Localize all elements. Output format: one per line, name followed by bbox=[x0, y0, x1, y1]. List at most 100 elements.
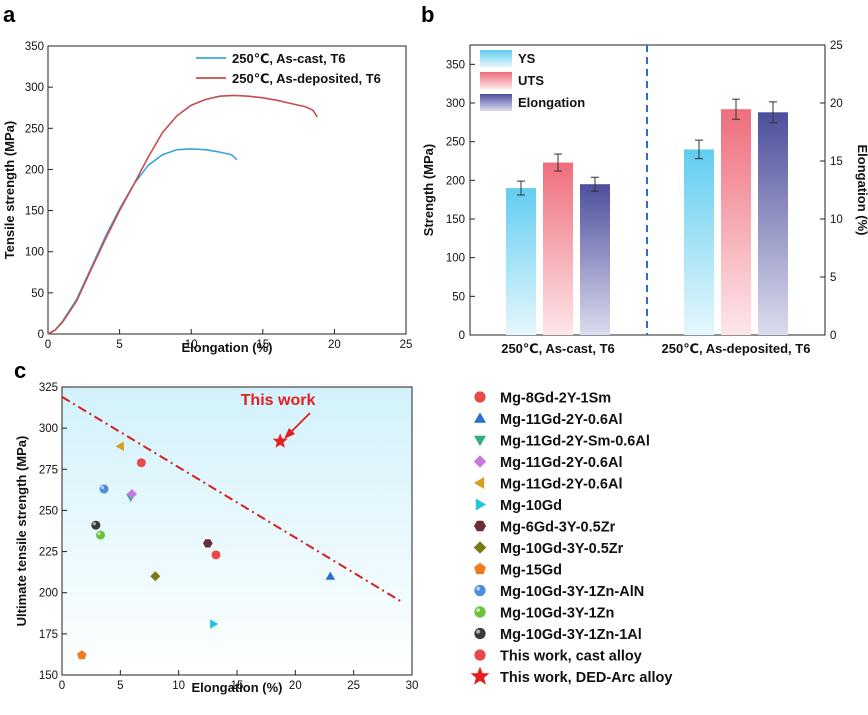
panel-c-xtick-label: 15 bbox=[231, 680, 244, 692]
panel-c-point-11-highlight bbox=[92, 522, 96, 526]
panel-b-ytick-label: 100 bbox=[446, 253, 465, 265]
panel-b-y2tick-label: 25 bbox=[830, 40, 843, 52]
panel-c-point-12 bbox=[211, 550, 221, 560]
panel-c-legend-marker-9-highlight bbox=[476, 586, 481, 591]
panel-b-legend-label-0: YS bbox=[518, 51, 536, 66]
panel-c-annotation-arrow-head bbox=[284, 428, 295, 439]
panel-b-category-label-0: 250℃, As-cast, T6 bbox=[501, 341, 615, 356]
panel-c-point-0 bbox=[136, 458, 146, 468]
panel-b-ytick-label: 0 bbox=[459, 330, 465, 342]
panel-c-legend-label-10: Mg-10Gd-3Y-1Zn bbox=[500, 606, 614, 622]
panel-c-legend-label-11: Mg-10Gd-3Y-1Zn-1Al bbox=[500, 627, 642, 643]
panel-c-legend-marker-12 bbox=[474, 649, 486, 661]
panel-a-ytick-label: 50 bbox=[31, 288, 44, 300]
panel-a-ytick-label: 100 bbox=[25, 247, 44, 259]
panel-c-point-1 bbox=[325, 571, 336, 580]
panel-a-ytick-label: 150 bbox=[25, 206, 44, 218]
panel-c-ytick-label: 175 bbox=[39, 629, 58, 641]
panel-b-category-label-1: 250℃, As-deposited, T6 bbox=[662, 341, 811, 356]
panel-c-point-13 bbox=[272, 433, 288, 448]
panel-c-ytick-label: 200 bbox=[39, 588, 58, 600]
panel-b-y2label: Elongation (%) bbox=[855, 145, 868, 236]
panel-c-xtick-label: 5 bbox=[117, 680, 123, 692]
panel-c-legend-marker-0 bbox=[474, 391, 486, 403]
panel-c-legend-marker-13 bbox=[470, 666, 490, 685]
panel-c-xtick-label: 20 bbox=[289, 680, 302, 692]
panel-c-legend-marker-5 bbox=[475, 498, 487, 511]
panel-c-point-9-highlight bbox=[100, 485, 105, 490]
panel-a-ytick-label: 300 bbox=[25, 82, 44, 94]
panel-c-xtick-label: 25 bbox=[347, 680, 360, 692]
panel-c-legend-label-3: Mg-11Gd-2Y-0.6Al bbox=[500, 455, 622, 471]
panel-c-frame bbox=[61, 386, 413, 676]
panel-c-legend-marker-3 bbox=[473, 455, 487, 468]
panel-c-point-5 bbox=[210, 619, 219, 629]
panel-a-xtick-label: 25 bbox=[400, 339, 413, 351]
panel-b-bar-chart: Strength (MPa) Elongation (%) 0501001502… bbox=[421, 40, 868, 356]
panel-a-legend-label-0: 250℃, As-cast, T6 bbox=[232, 51, 346, 66]
panel-a-xtick-label: 15 bbox=[256, 339, 269, 351]
panel-c-legend-label-13: This work, DED-Arc alloy bbox=[500, 670, 672, 686]
panel-c-ylabel: Ultimate tensile strength (MPa) bbox=[14, 436, 29, 627]
panel-a-series-line-0 bbox=[47, 148, 238, 335]
panel-c-annotation-text: This work bbox=[241, 392, 316, 409]
panel-a-xlabel: Elongation (%) bbox=[182, 340, 273, 355]
panel-c-legend-marker-11-highlight bbox=[476, 629, 481, 634]
panel-b-ylabel: Strength (MPa) bbox=[421, 144, 436, 236]
panel-c-xtick-label: 10 bbox=[172, 680, 185, 692]
panel-c-legend: Mg-8Gd-2Y-1Sm Mg-11Gd-2Y-0.6Al Mg-11Gd-2Y-… bbox=[470, 391, 672, 686]
panel-c-legend-label-7: Mg-10Gd-3Y-0.5Zr bbox=[500, 541, 624, 557]
panel-a-ytick-label: 250 bbox=[25, 123, 44, 135]
panel-c-legend-marker-10-highlight bbox=[476, 608, 481, 613]
panel-c-legend-label-5: Mg-10Gd bbox=[500, 498, 562, 514]
panel-c-point-10-highlight bbox=[97, 532, 101, 536]
panel-c-point-3 bbox=[127, 489, 137, 499]
panel-a-xtick-label: 5 bbox=[116, 339, 122, 351]
panel-c-point-10 bbox=[96, 530, 105, 540]
panel-c-point-9 bbox=[99, 484, 109, 494]
panel-b-ytick-label: 350 bbox=[446, 59, 465, 71]
panel-a-ytick-label: 200 bbox=[25, 164, 44, 176]
panel-b-ytick-label: 50 bbox=[452, 291, 465, 303]
panel-c-legend-label-2: Mg-11Gd-2Y-Sm-0.6Al bbox=[500, 434, 650, 450]
panel-c-legend-marker-1 bbox=[474, 412, 486, 423]
panel-label-c: c bbox=[14, 358, 26, 383]
panel-b-bar-uts-0 bbox=[543, 162, 573, 335]
panel-a-series-line-1 bbox=[47, 94, 318, 335]
panel-c-point-6 bbox=[203, 539, 213, 548]
panel-b-legend-swatch-1 bbox=[480, 72, 512, 89]
panel-c-legend-label-4: Mg-11Gd-2Y-0.6Al bbox=[500, 477, 622, 493]
panel-c-legend-marker-4 bbox=[473, 477, 485, 489]
panel-a-xtick-label: 0 bbox=[45, 339, 51, 351]
panel-c-point-7 bbox=[150, 571, 161, 582]
panel-c-legend-marker-10 bbox=[474, 606, 486, 618]
panel-c-annotation: This work bbox=[241, 392, 316, 439]
panel-c-legend-marker-8 bbox=[474, 562, 486, 575]
panel-c-legend-label-1: Mg-11Gd-2Y-0.6Al bbox=[500, 412, 622, 428]
panel-b-legend-swatch-2 bbox=[480, 94, 512, 111]
panel-c-legend-label-6: Mg-6Gd-3Y-0.5Zr bbox=[500, 520, 616, 536]
panel-c-ytick-label: 150 bbox=[39, 670, 58, 682]
panel-c-point-4 bbox=[115, 441, 124, 451]
panel-c-ytick-label: 225 bbox=[39, 547, 58, 559]
panel-b-y2tick-label: 0 bbox=[830, 330, 836, 342]
panel-c-point-8 bbox=[77, 650, 87, 660]
panel-b-ytick-label: 300 bbox=[446, 98, 465, 110]
panel-c-legend-marker-2 bbox=[474, 435, 486, 447]
panel-b-bar-ys-0 bbox=[506, 188, 536, 335]
panel-b-bar-elongation-1 bbox=[758, 112, 788, 335]
panel-b-ytick-label: 200 bbox=[446, 175, 465, 187]
panel-c-trend-line bbox=[61, 396, 401, 602]
panel-b-y2tick-label: 20 bbox=[830, 98, 843, 110]
panel-b-bar-ys-1 bbox=[684, 149, 714, 335]
panel-a-ylabel: Tensile strength (MPa) bbox=[2, 121, 17, 259]
panel-a-frame bbox=[47, 45, 407, 335]
panel-b-bar-elongation-0 bbox=[580, 184, 610, 335]
panel-b-bar-uts-1 bbox=[721, 109, 751, 335]
panel-a-ytick-label: 0 bbox=[38, 329, 44, 341]
panel-c-legend-label-0: Mg-8Gd-2Y-1Sm bbox=[500, 391, 611, 407]
panel-c-legend-marker-11 bbox=[474, 627, 486, 640]
panel-c-ytick-label: 300 bbox=[39, 423, 58, 435]
panel-c-legend-label-9: Mg-10Gd-3Y-1Zn-AlN bbox=[500, 584, 644, 600]
panel-c-legend-marker-7 bbox=[473, 541, 487, 554]
